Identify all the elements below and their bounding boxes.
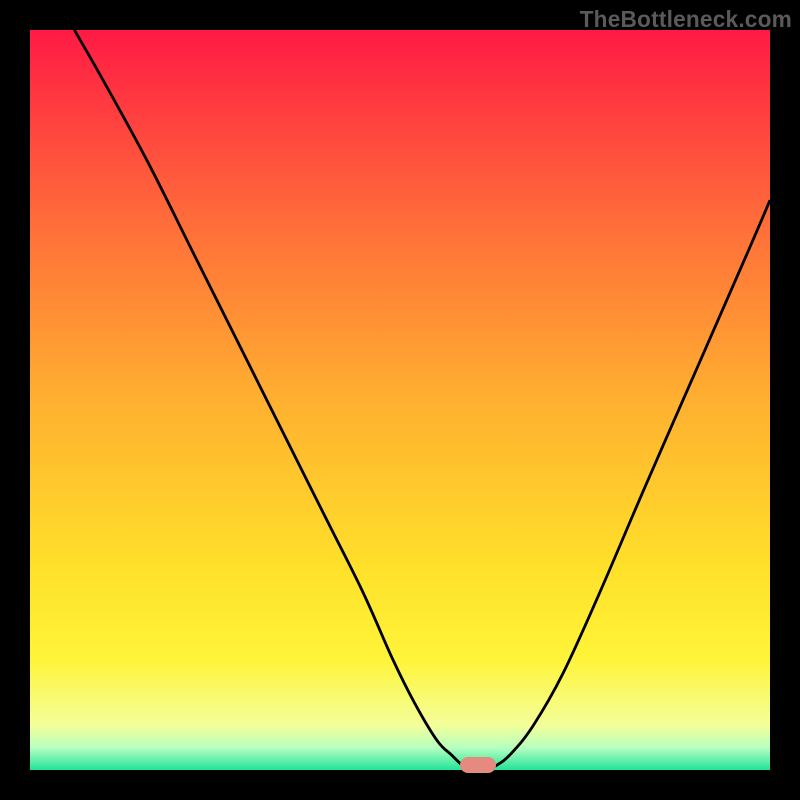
bottleneck-curve [74, 30, 770, 771]
curve-svg [30, 30, 770, 770]
plot-area [30, 30, 770, 770]
optimum-marker [460, 757, 496, 773]
watermark-text: TheBottleneck.com [580, 6, 792, 33]
chart-container: TheBottleneck.com [0, 0, 800, 800]
